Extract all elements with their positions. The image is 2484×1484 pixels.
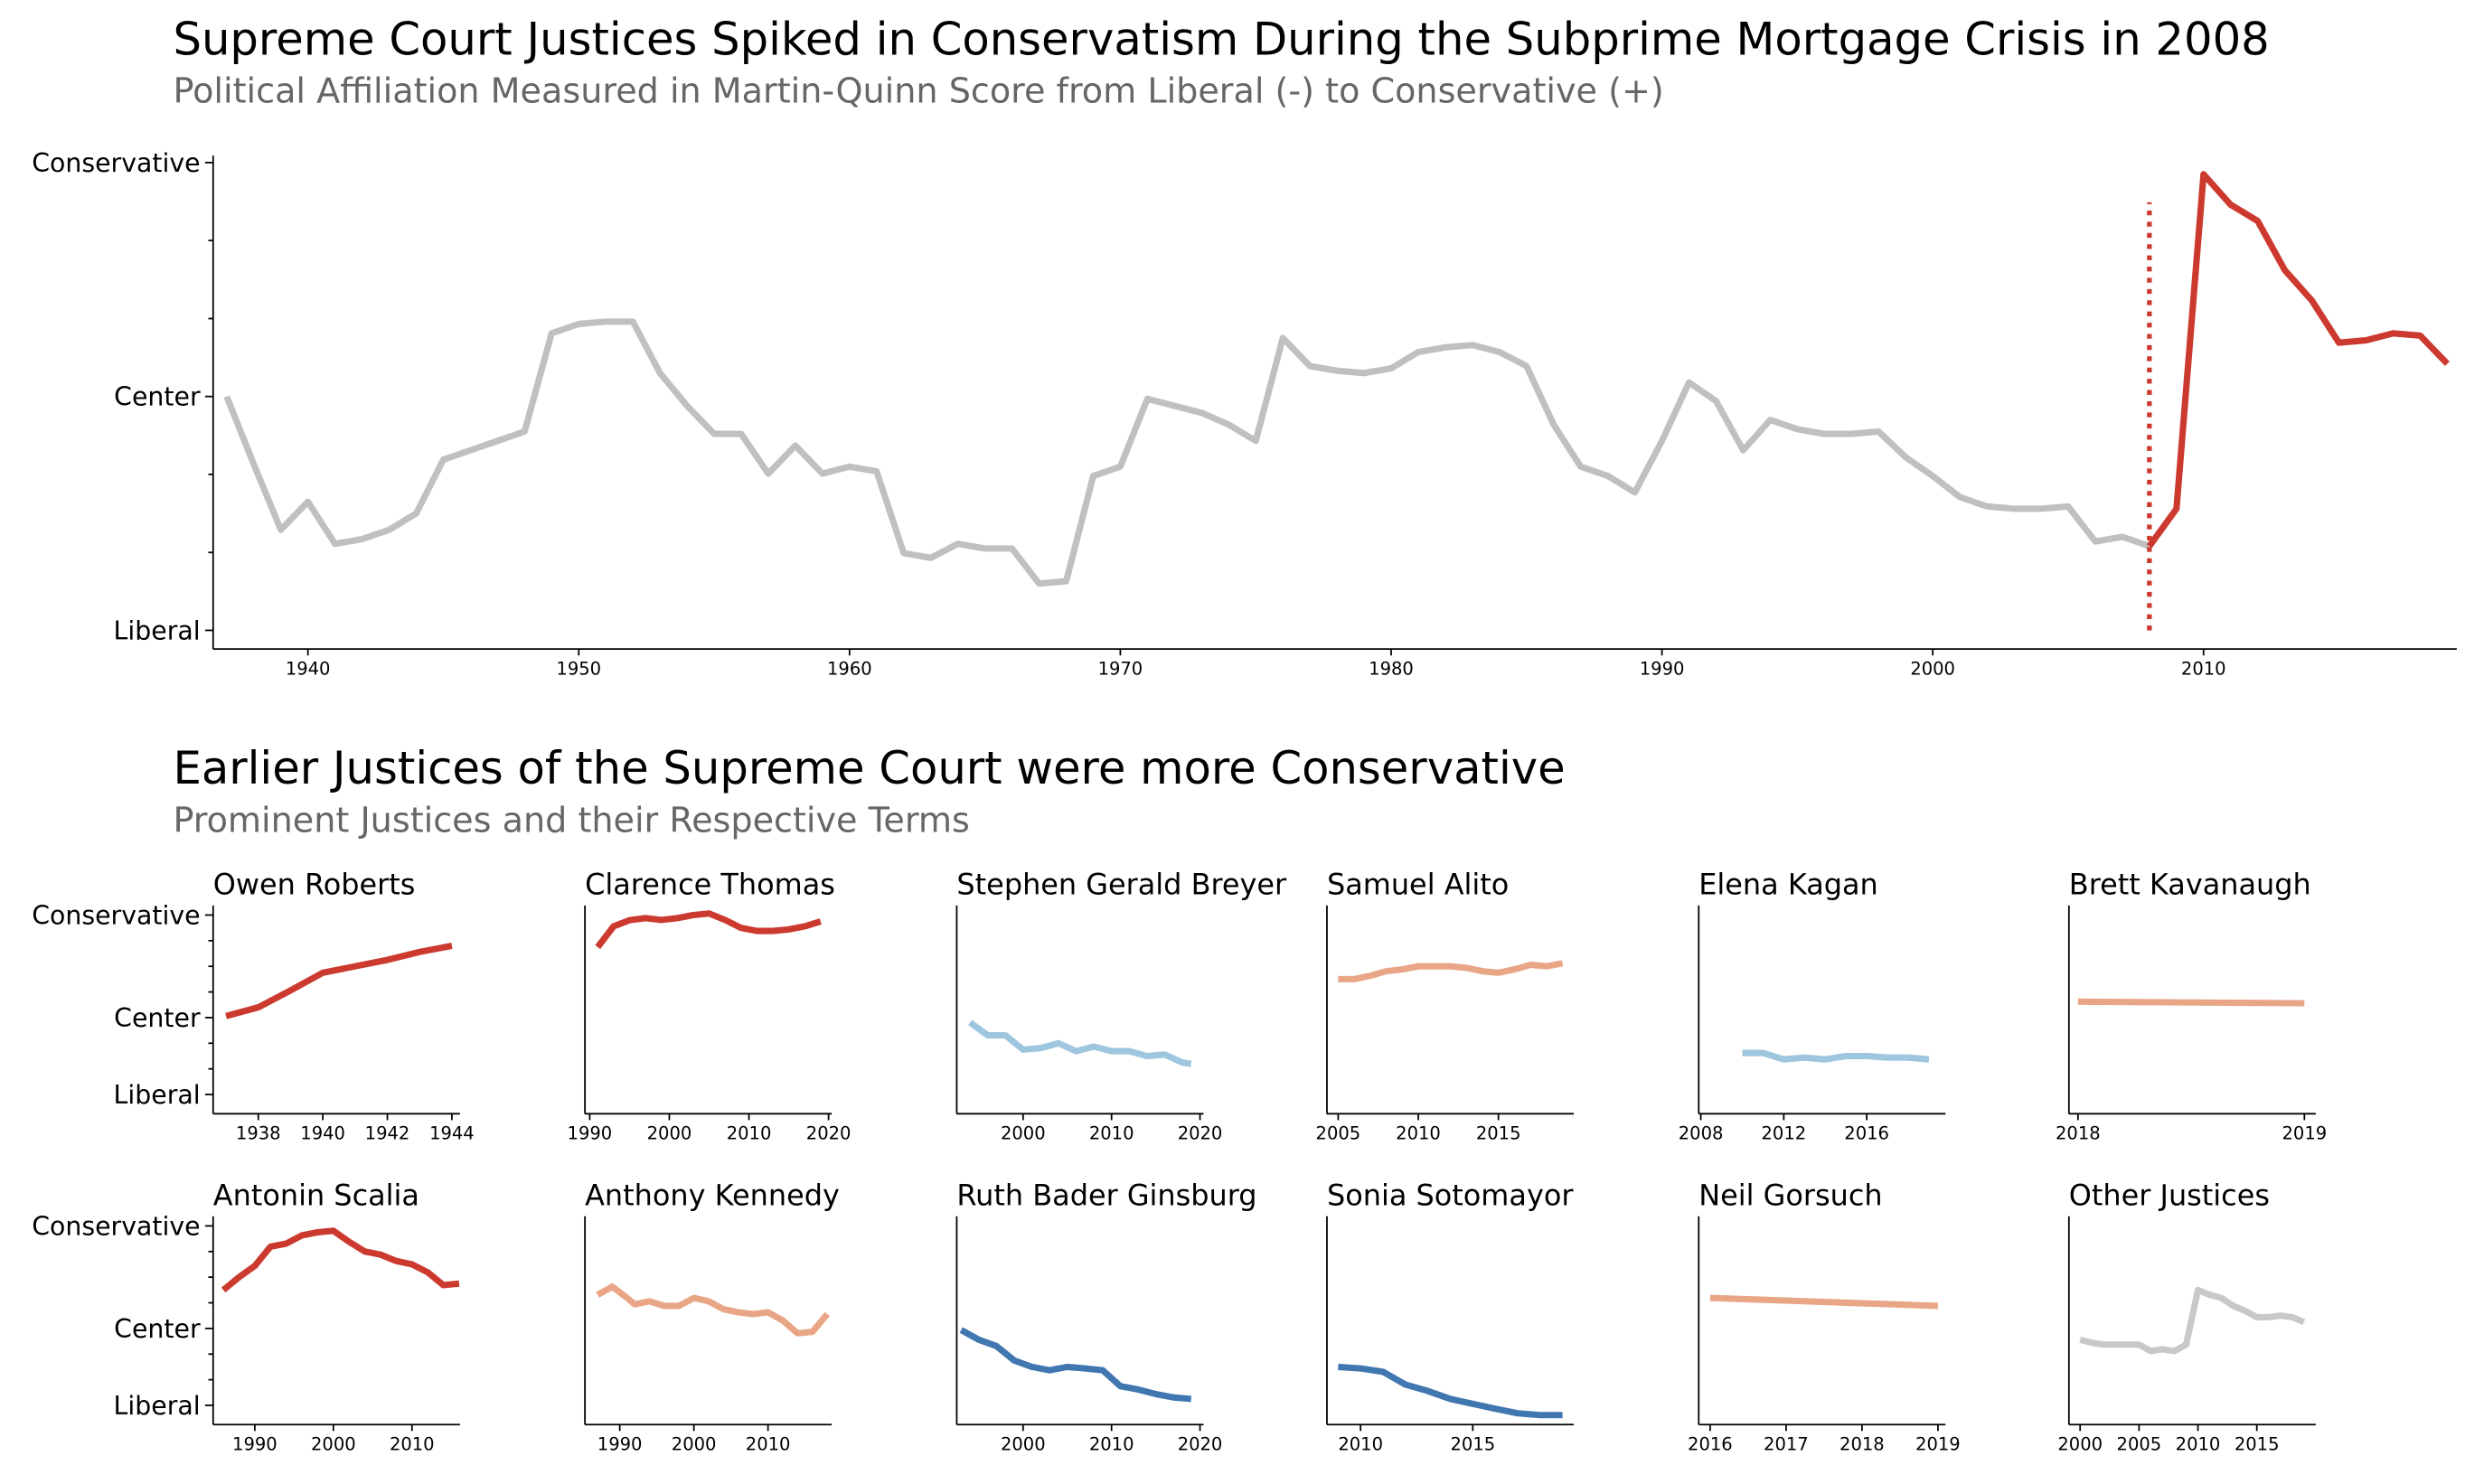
x-tick-label: 2000 bbox=[311, 1434, 356, 1455]
x-tick-label: 2000 bbox=[1001, 1434, 1046, 1455]
data-line bbox=[595, 910, 822, 950]
x-tick-label: 2020 bbox=[806, 1123, 852, 1144]
panel-title: Other Justices bbox=[2069, 1178, 2270, 1212]
y-tick-label: Conservative bbox=[32, 1211, 200, 1241]
data-line bbox=[1742, 1049, 1930, 1063]
x-tick-label: 2020 bbox=[1178, 1123, 1223, 1144]
x-tick-label: 2019 bbox=[1915, 1434, 1961, 1455]
x-tick-label: 1940 bbox=[300, 1123, 345, 1144]
x-tick-label: 2000 bbox=[672, 1434, 717, 1455]
data-line bbox=[959, 1327, 1192, 1403]
x-tick-label: 1990 bbox=[232, 1434, 278, 1455]
x-tick-label: 2015 bbox=[1450, 1434, 1495, 1455]
panel-title: Stephen Gerald Breyer bbox=[956, 867, 1287, 901]
x-tick-label: 1970 bbox=[1098, 659, 1143, 680]
x-tick-label: 2012 bbox=[1762, 1123, 1807, 1144]
x-tick-label: 2010 bbox=[1338, 1434, 1383, 1455]
y-tick-label: Conservative bbox=[32, 900, 200, 930]
data-line bbox=[225, 943, 453, 1019]
panel-title: Owen Roberts bbox=[213, 867, 416, 901]
x-tick-label: 2000 bbox=[1910, 659, 1955, 680]
panel-title: Anthony Kennedy bbox=[585, 1178, 840, 1212]
x-tick-label: 1950 bbox=[556, 659, 601, 680]
x-tick-label: 2000 bbox=[1001, 1123, 1046, 1144]
x-tick-label: 1940 bbox=[286, 659, 331, 680]
data-line bbox=[1338, 1363, 1563, 1419]
x-tick-label: 2008 bbox=[1679, 1123, 1724, 1144]
x-tick-label: 2010 bbox=[2181, 659, 2226, 680]
x-tick-label: 1990 bbox=[597, 1434, 643, 1455]
panel-title: Brett Kavanaugh bbox=[2069, 867, 2311, 901]
x-tick-label: 2005 bbox=[1316, 1123, 1361, 1144]
data-line bbox=[223, 318, 2150, 587]
panel-title: Neil Gorsuch bbox=[1698, 1178, 1882, 1212]
x-tick-label: 1960 bbox=[827, 659, 872, 680]
data-line bbox=[2077, 998, 2305, 1007]
data-line bbox=[968, 1019, 1192, 1067]
panel-title: Sonia Sotomayor bbox=[1327, 1178, 1574, 1212]
x-tick-label: 2010 bbox=[1089, 1123, 1134, 1144]
x-tick-label: 2010 bbox=[727, 1123, 772, 1144]
x-tick-label: 1938 bbox=[236, 1123, 281, 1144]
x-tick-label: 2010 bbox=[746, 1434, 791, 1455]
data-line bbox=[596, 1283, 830, 1337]
panel-title: Ruth Bader Ginsburg bbox=[956, 1178, 1256, 1212]
panel-title: Clarence Thomas bbox=[585, 867, 835, 901]
chart-title: Supreme Court Justices Spiked in Conserv… bbox=[173, 13, 2269, 65]
panel-title: Samuel Alito bbox=[1327, 867, 1509, 901]
section-subtitle: Prominent Justices and their Respective … bbox=[173, 800, 969, 840]
x-tick-label: 2010 bbox=[2176, 1434, 2221, 1455]
y-tick-label: Liberal bbox=[114, 1391, 201, 1421]
data-line bbox=[1338, 960, 1564, 982]
x-tick-label: 2010 bbox=[1396, 1123, 1441, 1144]
data-line bbox=[221, 1227, 460, 1293]
data-line bbox=[2079, 1286, 2306, 1355]
x-tick-label: 2016 bbox=[1844, 1123, 1889, 1144]
section-title: Earlier Justices of the Supreme Court we… bbox=[173, 742, 1565, 794]
y-tick-label: Liberal bbox=[114, 1080, 201, 1110]
x-tick-label: 2010 bbox=[390, 1434, 435, 1455]
x-tick-label: 2017 bbox=[1764, 1434, 1809, 1455]
x-tick-label: 2018 bbox=[2056, 1123, 2101, 1144]
x-tick-label: 1980 bbox=[1369, 659, 1414, 680]
data-line bbox=[2146, 171, 2450, 549]
x-tick-label: 1944 bbox=[429, 1123, 475, 1144]
y-tick-label: Center bbox=[114, 1314, 201, 1344]
y-tick-label: Center bbox=[114, 382, 201, 412]
x-tick-label: 2016 bbox=[1688, 1434, 1733, 1455]
x-tick-label: 2020 bbox=[1178, 1434, 1223, 1455]
x-tick-label: 2018 bbox=[1839, 1434, 1885, 1455]
x-tick-label: 1942 bbox=[365, 1123, 410, 1144]
x-tick-label: 2000 bbox=[2057, 1434, 2103, 1455]
panel-title: Elena Kagan bbox=[1698, 867, 1878, 901]
y-tick-label: Conservative bbox=[32, 148, 200, 178]
x-tick-label: 2015 bbox=[2235, 1434, 2280, 1455]
chart-subtitle: Political Affiliation Measured in Martin… bbox=[173, 71, 1663, 111]
x-tick-label: 1990 bbox=[1640, 659, 1685, 680]
y-tick-label: Liberal bbox=[114, 615, 201, 645]
data-line bbox=[1709, 1294, 1939, 1310]
x-tick-label: 1990 bbox=[568, 1123, 613, 1144]
x-tick-label: 2015 bbox=[1476, 1123, 1521, 1144]
y-tick-label: Center bbox=[114, 1003, 201, 1033]
x-tick-label: 2010 bbox=[1089, 1434, 1134, 1455]
x-tick-label: 2000 bbox=[647, 1123, 692, 1144]
x-tick-label: 2005 bbox=[2117, 1434, 2162, 1455]
panel-title: Antonin Scalia bbox=[213, 1178, 419, 1212]
x-tick-label: 2019 bbox=[2282, 1123, 2328, 1144]
